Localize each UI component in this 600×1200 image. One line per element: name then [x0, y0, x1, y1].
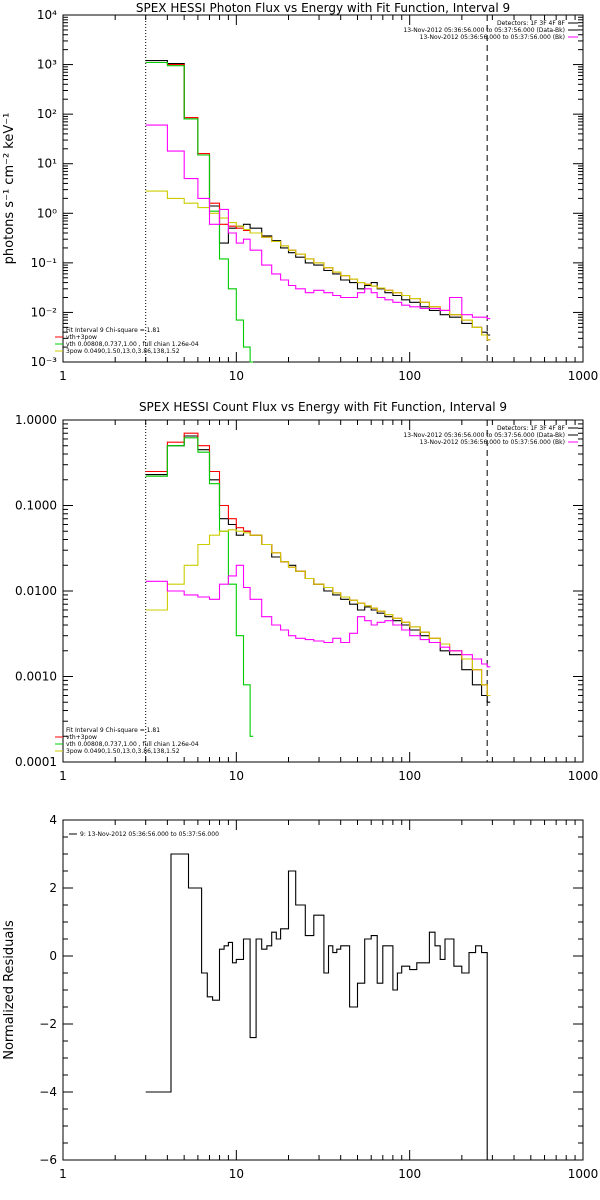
- legend-entry: Fit Interval 9 Chi-square = 1.81: [66, 727, 160, 734]
- legend-entry: vth 0.00808,0.737,1.00 , full chian 1.26…: [66, 741, 199, 748]
- x-tick-label: 100: [398, 369, 421, 383]
- chart-title: SPEX HESSI Count Flux vs Energy with Fit…: [139, 400, 507, 414]
- y-tick-label: 10¹: [37, 157, 57, 171]
- series-3pow: [145, 190, 491, 341]
- y-tick-label: −4: [39, 1085, 57, 1099]
- legend-entry: 13-Nov-2012 05:36:56.000 to 05:37:56.000…: [420, 439, 565, 446]
- y-axis-label: photons s⁻¹ cm⁻² keV⁻¹: [2, 113, 17, 265]
- legend-entry: 13-Nov-2012 05:36:56.000 to 05:37:56.000…: [420, 34, 565, 41]
- series-vth: [145, 437, 254, 737]
- x-tick-label: 10: [229, 769, 244, 783]
- y-tick-label: 10³: [37, 58, 57, 72]
- y-tick-label: 0.0010: [15, 670, 57, 684]
- y-tick-label: 10⁻¹: [31, 256, 58, 270]
- legend-entry: Detectors: 1F 3F 4F 8F: [497, 425, 566, 432]
- y-tick-label: 0.0001: [15, 755, 57, 769]
- y-tick-label: 1.0000: [15, 413, 57, 427]
- y-tick-label: 2: [49, 881, 57, 895]
- series-data-bk: [145, 435, 491, 703]
- legend-entry: 3pow 0.0490,1.50,13.0,3.86,138,1.52: [66, 748, 180, 755]
- y-axis-label: Normalized Residuals: [2, 920, 17, 1060]
- x-tick-label: 100: [398, 769, 421, 783]
- legend-entry: Fit Interval 9 Chi-square = 1.81: [66, 327, 160, 334]
- y-tick-label: −6: [39, 1153, 57, 1167]
- x-tick-label: 1: [59, 769, 67, 783]
- x-tick-label: 100: [398, 1167, 421, 1181]
- legend-entry: 13-Nov-2012 05:36:56.000 to 05:37:56.000…: [403, 432, 565, 439]
- x-tick-label: 1000: [568, 369, 599, 383]
- legend-entry: 3pow 0.0490,1.50,13.0,3.86,138,1.52: [66, 348, 180, 355]
- x-tick-label: 1000: [568, 1167, 599, 1181]
- chart-panel-3: 1 10 100 1000 −6 −4 −2 0 2 4 Normalized Residuals 9…: [2, 813, 598, 1181]
- legend-entry: vth+3pow: [66, 734, 97, 741]
- series-vth-3pow: [145, 61, 491, 341]
- plot-frame: [62, 819, 584, 1161]
- y-tick-label: 0: [49, 949, 57, 963]
- y-tick-label: 4: [49, 813, 57, 827]
- y-tick-label: 10⁻³: [31, 355, 58, 369]
- x-tick-label: 1000: [568, 769, 599, 783]
- series-vth: [145, 61, 254, 363]
- y-tick-label: −2: [39, 1017, 57, 1031]
- series-bk: [145, 124, 491, 320]
- x-tick-label: 1: [59, 1167, 67, 1181]
- legend-entry: vth+3pow: [66, 334, 97, 341]
- chart-panel-2: SPEX HESSI Count Flux vs Energy with Fit…: [15, 400, 598, 783]
- plot-frame: [62, 14, 584, 363]
- series-residuals: [145, 853, 491, 1161]
- legend-entry: 9: 13-Nov-2012 05:36:56.000 to 05:37:56.…: [80, 831, 219, 838]
- chart-title: SPEX HESSI Photon Flux vs Energy with Fi…: [136, 1, 510, 15]
- series-bk: [145, 564, 491, 668]
- legend-entry: vth 0.00808,0.737,1.00 , full chian 1.26…: [66, 341, 199, 348]
- x-tick-label: 10: [229, 1167, 244, 1181]
- y-tick-label: 0.1000: [15, 499, 57, 513]
- legend-entry: Detectors: 1F 3F 4F 8F: [497, 20, 566, 27]
- y-tick-label: 10²: [37, 107, 57, 121]
- plot-frame: [62, 419, 584, 763]
- series-3pow: [145, 529, 491, 697]
- x-tick-label: 10: [229, 369, 244, 383]
- y-tick-label: 10⁴: [37, 8, 57, 22]
- chart-panel-1: SPEX HESSI Photon Flux vs Energy with Fi…: [2, 1, 598, 383]
- legend-entry: 13-Nov-2012 05:36:56.000 to 05:37:56.000…: [403, 27, 565, 34]
- series-data-bk: [145, 60, 491, 336]
- x-tick-label: 1: [59, 369, 67, 383]
- y-tick-label: 10⁻²: [31, 305, 58, 319]
- y-tick-label: 10⁰: [37, 206, 57, 220]
- y-tick-label: 0.0100: [15, 584, 57, 598]
